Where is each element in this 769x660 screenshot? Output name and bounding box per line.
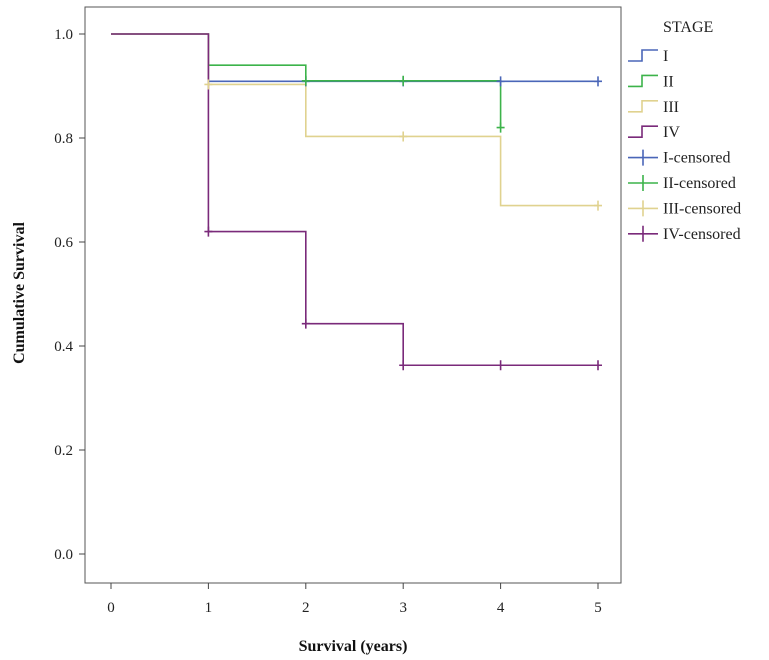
legend-entry-label: II-censored	[663, 175, 736, 192]
legend-entry-label: I-censored	[663, 150, 731, 167]
censor-mark-iv	[399, 360, 408, 371]
plot-frame	[84, 6, 622, 584]
censor-mark-i	[496, 76, 505, 87]
legend-entry-label: III	[663, 99, 679, 116]
y-tick-label: 0.2	[54, 443, 73, 459]
legend-entry-label: II	[663, 73, 674, 90]
legend-step-icon	[628, 49, 658, 62]
censor-mark-ii	[496, 122, 505, 133]
legend-entry-label: I	[663, 48, 668, 65]
y-tick-label: 1.0	[54, 27, 73, 43]
legend-step-icon	[628, 74, 658, 88]
x-tick-label: 0	[107, 600, 115, 616]
y-axis-title: Cumulative Survival	[11, 222, 28, 364]
x-tick-label: 1	[205, 600, 213, 616]
legend-entry-label: IV-censored	[663, 226, 741, 243]
censor-mark-ii	[301, 75, 310, 86]
series-line-iv	[111, 33, 598, 367]
x-axis: 0 1 2 3 4 5	[107, 583, 602, 616]
legend: STAGE IIIIIIIVI-censoredII-censoredIII-c…	[628, 19, 741, 243]
legend-censor-icon	[628, 225, 658, 242]
y-tick-label: 0.0	[54, 547, 73, 563]
censor-mark-iii	[204, 79, 213, 90]
legend-censor-icon	[628, 175, 658, 191]
x-tick-label: 3	[399, 600, 407, 616]
legend-entry-label: IV	[663, 124, 680, 141]
censor-marks	[204, 75, 602, 371]
x-axis-title: Survival (years)	[299, 638, 408, 655]
censor-mark-iv	[496, 360, 505, 371]
censor-mark-iv	[594, 360, 602, 371]
y-tick-label: 0.8	[54, 131, 73, 147]
censor-mark-iii	[399, 131, 408, 142]
legend-entry-label: III-censored	[663, 200, 741, 217]
y-tick-label: 0.4	[54, 339, 73, 355]
legend-title: STAGE	[663, 19, 713, 36]
legend-step-icon	[628, 100, 658, 113]
x-tick-label: 2	[302, 600, 310, 616]
legend-censor-icon	[628, 149, 658, 166]
censor-mark-iv	[204, 226, 213, 237]
censor-mark-ii	[399, 75, 408, 86]
y-tick-label: 0.6	[54, 235, 73, 251]
legend-step-icon	[628, 125, 658, 138]
x-tick-label: 4	[497, 600, 505, 616]
censor-mark-iv	[301, 318, 310, 329]
censor-mark-i	[594, 76, 602, 87]
x-tick-label: 5	[594, 600, 602, 616]
y-axis: 0.0 0.2 0.4 0.6 0.8 1.0	[54, 27, 85, 563]
legend-censor-icon	[628, 200, 658, 217]
censor-mark-iii	[594, 200, 602, 211]
